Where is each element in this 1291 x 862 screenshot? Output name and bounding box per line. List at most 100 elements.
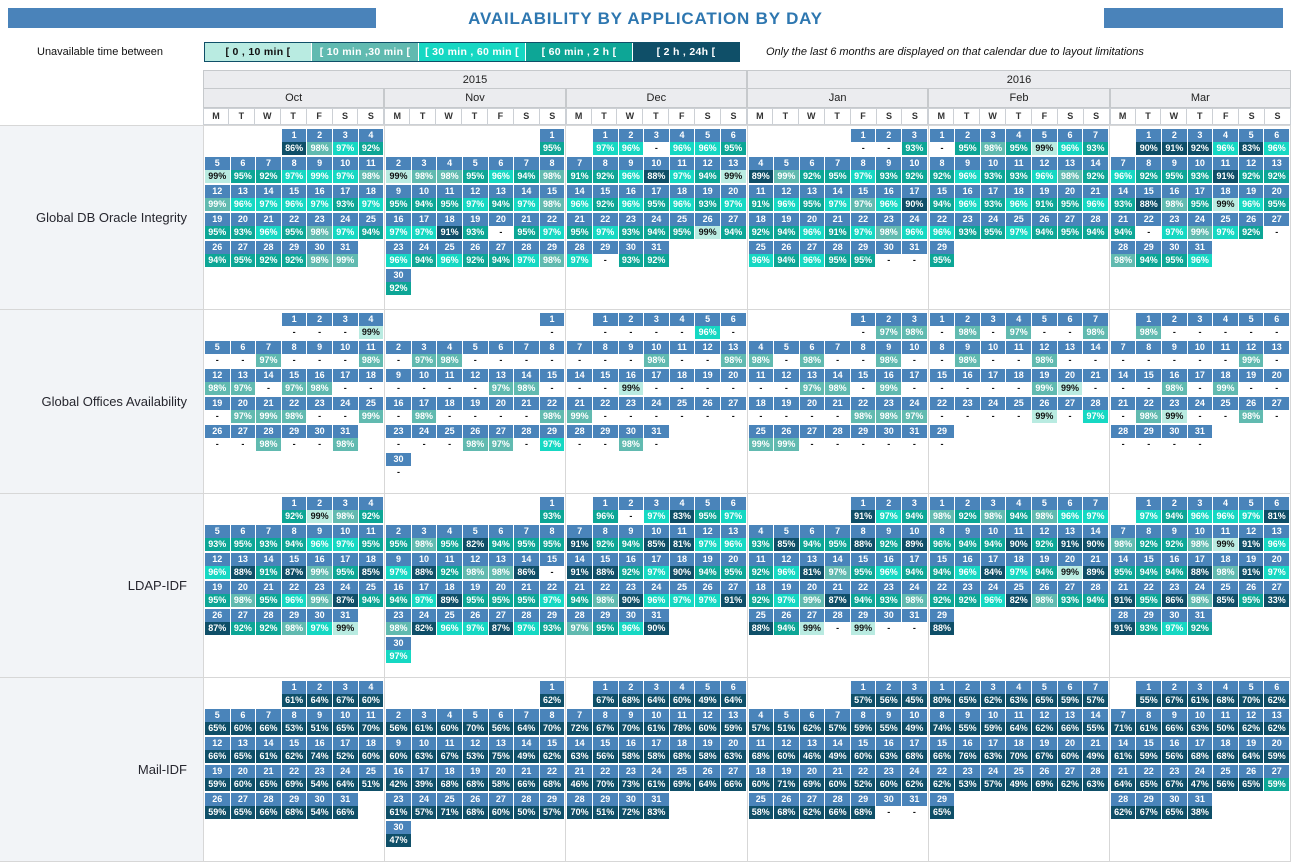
day-cell[interactable]: 19 94% [695,553,720,579]
day-cell[interactable]: 11 67% [437,737,462,763]
day-cell[interactable]: 28 94% [1083,213,1108,239]
day-cell[interactable]: 12 60% [695,709,720,735]
day-cell[interactable]: 7 92% [256,157,281,183]
day-cell[interactable]: 19 64% [1238,737,1264,763]
day-cell[interactable]: 18 68% [1213,737,1238,763]
day-cell[interactable]: 20 99% [1057,369,1083,395]
day-cell[interactable]: 1 57% [850,681,876,707]
day-cell[interactable]: 15- [1136,369,1162,395]
day-cell[interactable]: 29 68% [281,793,307,819]
day-cell[interactable]: 23 98% [386,609,411,635]
day-cell[interactable]: 16 42% [386,765,411,791]
day-cell[interactable]: 1 55% [1136,681,1162,707]
day-cell[interactable]: 26 95% [1238,581,1264,607]
day-cell[interactable]: 13 95% [799,185,825,211]
day-cell[interactable]: 28 50% [514,793,539,819]
day-cell[interactable]: 20 99% [799,581,825,607]
day-cell[interactable]: 25 82% [1006,581,1032,607]
day-cell[interactable]: 21 87% [825,581,850,607]
day-cell[interactable]: 15- [539,369,565,395]
day-cell[interactable]: 11 78% [669,709,695,735]
day-cell[interactable]: 26- [205,425,230,451]
day-cell[interactable]: 13 59% [720,709,746,735]
day-cell[interactable]: 22 68% [539,765,565,791]
day-cell[interactable]: 14 97% [825,185,850,211]
day-cell[interactable]: 18 99% [1213,185,1238,211]
day-cell[interactable]: 22 97% [850,213,876,239]
day-cell[interactable]: 3 67% [332,681,358,707]
day-cell[interactable]: 26 64% [695,765,720,791]
day-cell[interactable]: 14 96% [567,185,592,211]
day-cell[interactable]: 12 96% [774,185,799,211]
day-cell[interactable]: 15 94% [929,185,955,211]
day-cell[interactable]: 9 95% [1162,157,1187,183]
day-cell[interactable]: 13 94% [488,185,514,211]
day-cell[interactable]: 11 95% [358,525,384,551]
day-cell[interactable]: 8 70% [539,709,565,735]
day-cell[interactable]: 8- [592,341,618,367]
day-cell[interactable]: 4 63% [1006,681,1032,707]
day-cell[interactable]: 20 59% [1264,737,1290,763]
day-cell[interactable]: 12 96% [1032,157,1057,183]
day-cell[interactable]: 18- [748,397,774,423]
day-cell[interactable]: 27 62% [799,793,825,819]
day-cell[interactable]: 7 91% [567,157,592,183]
day-cell[interactable]: 11 68% [748,737,774,763]
day-cell[interactable]: 28 98% [1110,241,1136,267]
day-cell[interactable]: 28- [825,425,850,451]
day-cell[interactable]: 21 94% [1110,213,1136,239]
day-cell[interactable]: 4 96% [669,129,695,155]
day-cell[interactable]: 23 60% [876,765,902,791]
day-cell[interactable]: 19 59% [205,765,230,791]
day-cell[interactable]: 4 95% [1006,129,1032,155]
day-cell[interactable]: 30 97% [307,609,332,635]
day-cell[interactable]: 17 39% [411,765,437,791]
day-cell[interactable]: 6 96% [1057,497,1083,523]
day-cell[interactable]: 4 60% [669,681,695,707]
day-cell[interactable]: 24 97% [902,397,927,423]
day-cell[interactable]: 7 66% [256,709,281,735]
day-cell[interactable]: 16- [955,369,980,395]
day-cell[interactable]: 8 61% [1136,709,1162,735]
day-cell[interactable]: 23 96% [386,241,411,267]
day-cell[interactable]: 22 97% [539,213,565,239]
day-cell[interactable]: 29 93% [1136,609,1162,635]
day-cell[interactable]: 8- [1136,341,1162,367]
day-cell[interactable]: 14 97% [256,185,281,211]
day-cell[interactable]: 30- [876,241,902,267]
day-cell[interactable]: 15 92% [592,185,618,211]
day-cell[interactable]: 6- [488,341,514,367]
day-cell[interactable]: 31 66% [332,793,358,819]
day-cell[interactable]: 4 98% [437,157,462,183]
day-cell[interactable]: 24 47% [1187,765,1213,791]
day-cell[interactable]: 18 68% [437,765,462,791]
day-cell[interactable]: 3 98% [980,497,1006,523]
day-cell[interactable]: 3 45% [902,681,927,707]
day-cell[interactable]: 20 58% [488,765,514,791]
day-cell[interactable]: 8 92% [1136,157,1162,183]
day-cell[interactable]: 4 97% [1006,313,1032,339]
day-cell[interactable]: 17 97% [644,553,669,579]
day-cell[interactable]: 5- [462,341,488,367]
day-cell[interactable]: 16 92% [618,553,644,579]
day-cell[interactable]: 31- [644,425,669,451]
day-cell[interactable]: 5 51% [774,709,799,735]
day-cell[interactable]: 16 98% [307,369,332,395]
day-cell[interactable]: 12 94% [695,157,720,183]
day-cell[interactable]: 19- [774,397,799,423]
day-cell[interactable]: 24- [411,425,437,451]
day-cell[interactable]: 30 93% [618,241,644,267]
day-cell[interactable]: 3- [1187,313,1213,339]
day-cell[interactable]: 3 98% [332,497,358,523]
day-cell[interactable]: 14- [256,369,281,395]
day-cell[interactable]: 6 98% [799,341,825,367]
day-cell[interactable]: 16 97% [307,185,332,211]
day-cell[interactable]: 12 62% [1032,709,1057,735]
day-cell[interactable]: 25 51% [358,765,384,791]
day-cell[interactable]: 10- [902,341,927,367]
day-cell[interactable]: 2 94% [1162,497,1187,523]
day-cell[interactable]: 25 85% [1213,581,1238,607]
day-cell[interactable]: 28- [567,425,592,451]
day-cell[interactable]: 16 99% [876,369,902,395]
day-cell[interactable]: 20 69% [799,765,825,791]
